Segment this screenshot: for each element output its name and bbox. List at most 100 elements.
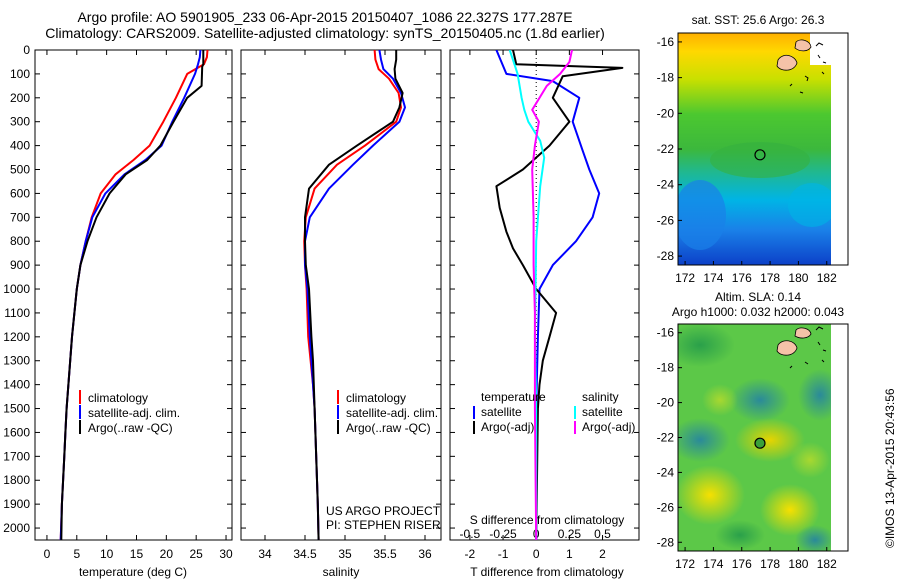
x2-tick-label: 0.25 [558, 527, 582, 541]
sla-map-title-1: Altim. SLA: 0.14 [715, 290, 801, 304]
legend-satellite-adj: satellite-adj. clim. [88, 406, 180, 420]
difference-plot-frame [449, 49, 640, 541]
map-y-tick-label: -16 [657, 35, 675, 49]
map-x-tick-label: 176 [732, 271, 752, 285]
x-tick-label: 15 [130, 547, 144, 561]
header-line-1: Argo profile: AO 5901905_233 06-Apr-2015… [77, 9, 573, 25]
t-difference-axis-label: T difference from climatology [470, 565, 624, 579]
series-argo-raw-qc [60, 50, 205, 541]
depth-tick-label: 700 [10, 210, 30, 224]
series-temperature-satellite [495, 50, 601, 540]
depth-tick-label: 2000 [3, 521, 30, 535]
sst-map-image [678, 33, 831, 265]
legend-heading-temperature: temperature [481, 390, 546, 404]
map-y-tick-label: -28 [657, 535, 675, 549]
depth-tick-label: 600 [10, 186, 30, 200]
map-x-tick-label: 182 [817, 271, 837, 285]
legend-climatology: climatology [88, 391, 148, 405]
x-tick-label: 35 [338, 547, 352, 561]
map-y-tick-label: -22 [657, 431, 675, 445]
depth-axis: 0 100 200 300 400 500 600 700 800 900 1000 1100 1200… [3, 43, 639, 535]
temperature-x-label: temperature (deg C) [79, 565, 187, 579]
x-tick-label: 1 [566, 547, 573, 561]
series-climatology [59, 49, 209, 541]
credit-project: US ARGO PROJECT [326, 504, 441, 518]
map-x-tick-label: 178 [760, 557, 780, 571]
salinity-profiles [303, 49, 406, 541]
series-argo-raw-qc [304, 50, 404, 541]
x-tick-label: 0 [533, 547, 540, 561]
x-tick-label: 30 [219, 547, 233, 561]
legend-argo: Argo(..raw -QC) [346, 421, 431, 435]
x-tick-label: 2 [599, 547, 606, 561]
difference-profiles [495, 50, 624, 540]
argo-float-marker [754, 149, 766, 161]
small-islands [789, 42, 827, 94]
x-tick-label: 34 [258, 547, 272, 561]
map-x-tick-label: 172 [675, 557, 695, 571]
map-x-tick-label: 174 [703, 271, 723, 285]
credit-pi: PI: STEPHEN RISER [326, 518, 441, 532]
map-x-tick-label: 180 [788, 557, 808, 571]
legend-argo: Argo(..raw -QC) [88, 421, 173, 435]
sla-high-patch [735, 418, 805, 462]
depth-tick-label: 300 [10, 115, 30, 129]
depth-tick-label: 1800 [3, 473, 30, 487]
s-difference-axis-label: S difference from climatology [470, 513, 625, 527]
sla-patch [678, 324, 735, 367]
sst-map-title: sat. SST: 25.6 Argo: 26.3 [692, 13, 825, 27]
map-y-tick-label: -16 [657, 326, 675, 340]
x2-tick-label: 0.5 [594, 527, 611, 541]
small-islands [789, 326, 827, 369]
depth-tick-label: 1400 [3, 378, 30, 392]
legend-s-argo: Argo(-adj) [582, 420, 635, 434]
depth-tick-label: 400 [10, 139, 30, 153]
legend-s-satellite: satellite [582, 405, 623, 419]
depth-tick-label: 1900 [3, 497, 30, 511]
depth-tick-label: 900 [10, 258, 30, 272]
x-tick-label: 35.5 [373, 547, 397, 561]
map-x-tick-label: 180 [788, 271, 808, 285]
map-x-tick-label: 178 [760, 271, 780, 285]
x-tick-label: -2 [465, 547, 476, 561]
sla-map-no-data [831, 325, 847, 550]
sla-high-patch [678, 465, 745, 525]
sst-cold-patch [678, 180, 726, 250]
sst-map-no-data [831, 34, 847, 264]
x-tick-label: 36 [418, 547, 432, 561]
map-y-tick-label: -24 [657, 465, 675, 479]
sst-cool-patch [788, 183, 831, 227]
island-vanua-levu [794, 327, 812, 339]
series-satellite-adj-clim [59, 49, 202, 541]
salinity-legend: climatology satellite-adj. clim. Argo(..… [337, 390, 438, 435]
depth-tick-label: 1700 [3, 449, 30, 463]
argo-float-marker [754, 437, 766, 449]
sla-map-title-2: Argo h1000: 0.032 h2000: 0.043 [672, 305, 844, 319]
legend-satellite-adj: satellite-adj. clim. [346, 406, 438, 420]
temperature-profiles [59, 49, 209, 541]
sla-low-patch [795, 525, 831, 551]
map-y-tick-label: -18 [657, 71, 675, 85]
temperature-legend: climatology satellite-adj. clim. Argo(..… [79, 390, 180, 435]
legend-climatology: climatology [346, 391, 406, 405]
map-y-tick-label: -22 [657, 142, 675, 156]
map-x-tick-label: 172 [675, 271, 695, 285]
map-x-tick-label: 174 [703, 557, 723, 571]
difference-legend: temperature salinity satellite Argo(-adj… [473, 390, 635, 434]
salinity-plot-frame [240, 49, 442, 541]
legend-t-argo: Argo(-adj) [481, 420, 534, 434]
x-tick-label: 10 [100, 547, 114, 561]
island-viti-levu [776, 54, 798, 71]
depth-tick-label: 1200 [3, 330, 30, 344]
sla-mid-patch [790, 442, 830, 478]
land-mask-top [810, 33, 831, 65]
sla-map-axes: 172 174 176 178 180 182 -16 -18 -20 -22 -24 -26 -28 [657, 326, 837, 571]
sla-high-patch [760, 484, 820, 536]
map-y-tick-label: -20 [657, 106, 675, 120]
sla-mid-patch [702, 384, 738, 416]
map-y-tick-label: -24 [657, 178, 675, 192]
sst-map-axes: 172 174 176 178 180 182 -16 -18 -20 -22 -24 -26 -28 [657, 35, 837, 285]
x-tick-label: 5 [73, 547, 80, 561]
